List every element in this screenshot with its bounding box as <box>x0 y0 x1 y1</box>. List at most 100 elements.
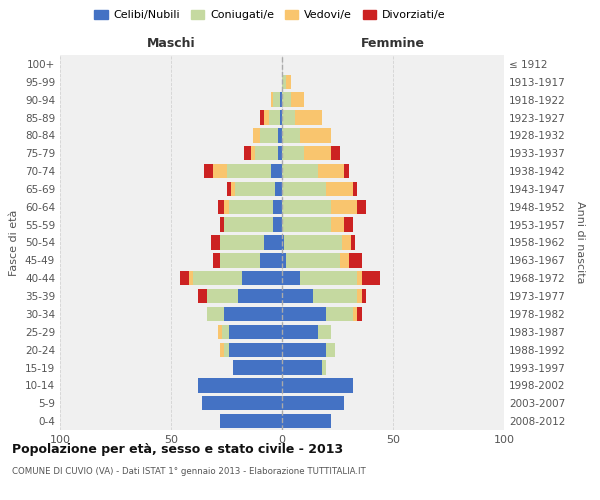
Bar <box>202 396 282 410</box>
Bar <box>218 200 224 214</box>
Bar <box>353 182 358 196</box>
Bar <box>282 218 331 232</box>
Bar <box>224 218 273 232</box>
Bar <box>193 271 242 285</box>
Bar <box>227 164 271 178</box>
Bar <box>358 307 362 321</box>
Bar <box>213 164 227 178</box>
Bar <box>233 360 282 374</box>
Bar <box>180 271 189 285</box>
Bar <box>282 92 291 107</box>
Bar <box>269 110 280 124</box>
Bar <box>227 182 231 196</box>
Bar <box>284 236 342 250</box>
Bar <box>358 289 362 303</box>
Bar <box>229 324 282 339</box>
Bar <box>244 146 251 160</box>
Bar <box>282 271 300 285</box>
Bar <box>331 146 340 160</box>
Bar <box>220 218 224 232</box>
Bar <box>340 253 349 268</box>
Bar <box>273 200 282 214</box>
Bar <box>251 146 256 160</box>
Bar <box>224 342 229 357</box>
Bar <box>206 289 238 303</box>
Bar <box>362 271 380 285</box>
Bar <box>231 182 235 196</box>
Bar <box>260 110 264 124</box>
Bar <box>256 146 278 160</box>
Bar <box>331 200 358 214</box>
Bar <box>282 236 284 250</box>
Bar <box>326 342 335 357</box>
Text: Popolazione per età, sesso e stato civile - 2013: Popolazione per età, sesso e stato civil… <box>12 442 343 456</box>
Bar <box>220 342 224 357</box>
Bar <box>282 342 326 357</box>
Bar <box>278 128 282 142</box>
Bar <box>351 236 355 250</box>
Bar <box>317 324 331 339</box>
Bar <box>353 307 358 321</box>
Bar <box>264 236 282 250</box>
Text: Femmine: Femmine <box>361 36 425 50</box>
Bar <box>224 307 282 321</box>
Bar <box>220 236 264 250</box>
Text: Maschi: Maschi <box>146 36 196 50</box>
Bar <box>264 110 269 124</box>
Bar <box>282 74 286 89</box>
Bar <box>222 324 229 339</box>
Bar <box>282 164 317 178</box>
Bar <box>300 271 358 285</box>
Bar <box>358 271 362 285</box>
Bar <box>275 182 282 196</box>
Bar <box>304 146 331 160</box>
Bar <box>189 271 193 285</box>
Bar <box>260 128 278 142</box>
Bar <box>349 253 362 268</box>
Bar <box>291 92 304 107</box>
Bar <box>229 200 273 214</box>
Bar <box>326 182 353 196</box>
Bar <box>271 92 273 107</box>
Bar <box>331 218 344 232</box>
Bar <box>282 360 322 374</box>
Bar <box>282 110 295 124</box>
Bar <box>282 324 317 339</box>
Bar <box>220 414 282 428</box>
Bar <box>271 164 282 178</box>
Bar <box>282 200 331 214</box>
Bar <box>197 378 282 392</box>
Bar <box>282 182 326 196</box>
Bar <box>322 360 326 374</box>
Text: COMUNE DI CUVIO (VA) - Dati ISTAT 1° gennaio 2013 - Elaborazione TUTTITALIA.IT: COMUNE DI CUVIO (VA) - Dati ISTAT 1° gen… <box>12 468 366 476</box>
Bar <box>282 396 344 410</box>
Bar <box>286 253 340 268</box>
Bar <box>358 200 367 214</box>
Bar <box>344 218 353 232</box>
Bar <box>213 253 220 268</box>
Bar <box>282 414 331 428</box>
Bar <box>273 218 282 232</box>
Bar <box>197 289 206 303</box>
Bar <box>282 146 304 160</box>
Bar <box>218 324 222 339</box>
Bar <box>282 378 353 392</box>
Bar <box>229 342 282 357</box>
Bar <box>313 289 358 303</box>
Bar <box>282 128 300 142</box>
Bar <box>344 164 349 178</box>
Bar <box>295 110 322 124</box>
Bar <box>282 289 313 303</box>
Bar <box>238 289 282 303</box>
Bar <box>220 253 260 268</box>
Bar <box>260 253 282 268</box>
Bar <box>282 253 286 268</box>
Bar <box>362 289 367 303</box>
Bar <box>224 200 229 214</box>
Bar <box>286 74 291 89</box>
Bar <box>204 164 213 178</box>
Bar <box>242 271 282 285</box>
Bar <box>300 128 331 142</box>
Bar <box>273 92 280 107</box>
Bar <box>211 236 220 250</box>
